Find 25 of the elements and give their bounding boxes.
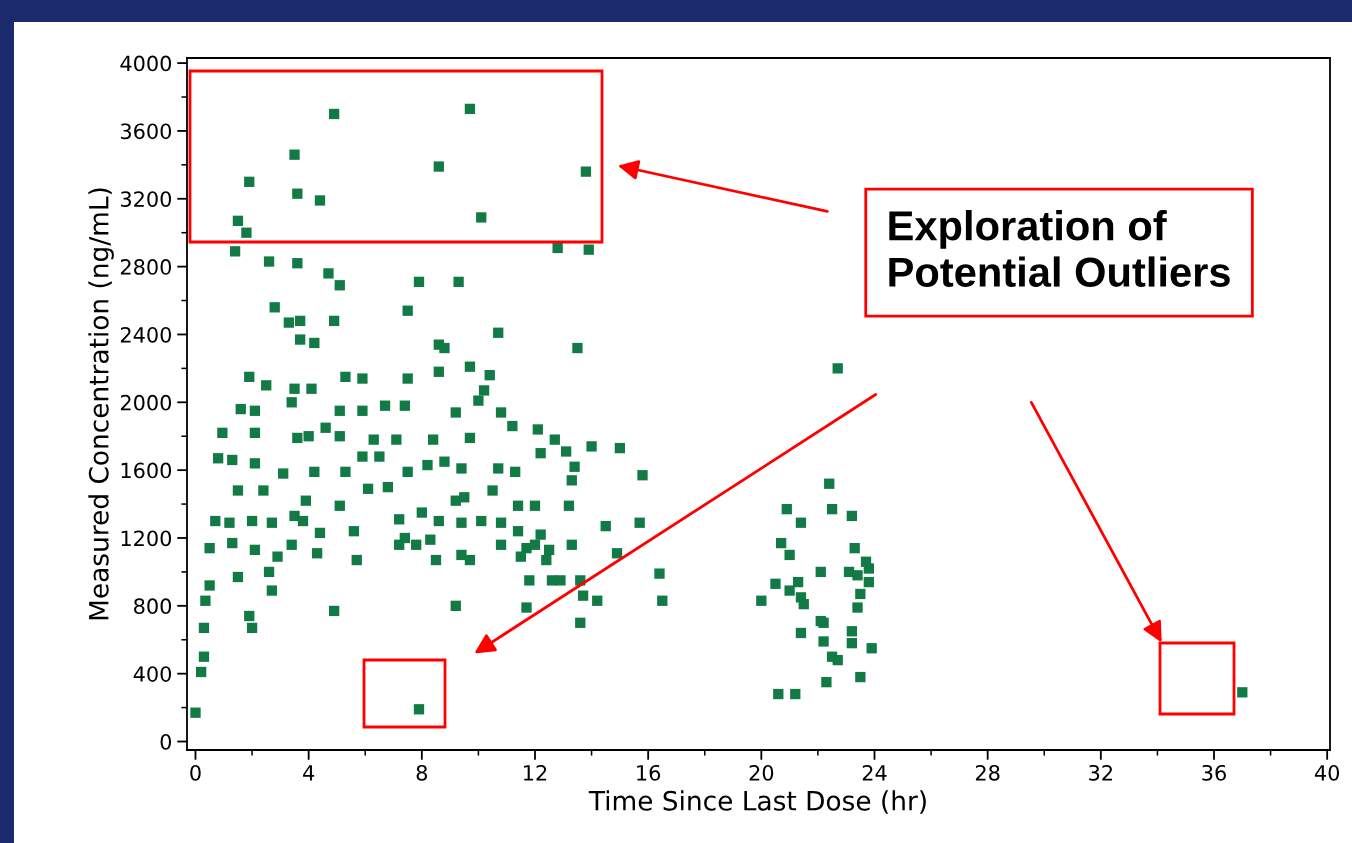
x-tick-label: 12 — [524, 764, 547, 781]
y-tick-label: 3600 — [120, 123, 172, 140]
y-tick-label: 2800 — [120, 259, 172, 275]
annotation: Exploration of Potential Outliers — [889, 210, 1230, 287]
x-tick-label: 36 — [1202, 764, 1226, 781]
x-tick-label: 40 — [1314, 764, 1340, 781]
x-tick-label: 20 — [749, 764, 774, 781]
x-tick-label: 8 — [416, 764, 428, 781]
y-tick-label: 4000 — [120, 55, 172, 72]
x-tick-label: 16 — [637, 764, 661, 781]
x-tick-label: 32 — [1089, 764, 1112, 781]
y-tick-label: 800 — [134, 598, 172, 615]
x-tick-label: 28 — [975, 764, 1000, 781]
y-tick-label: 3200 — [120, 191, 172, 207]
x-axis-title: Time Since Last Dose (hr) — [588, 790, 926, 814]
y-tick-label: 400 — [133, 666, 172, 682]
y-tick-label: 1200 — [121, 530, 172, 547]
x-tick-label: 24 — [862, 764, 887, 781]
x-tick-label: 0 — [190, 764, 201, 781]
y-tick-label: 1600 — [121, 462, 172, 479]
y-tick-label: 0 — [160, 733, 172, 750]
y-tick-label: 2400 — [120, 326, 172, 343]
y-axis-title: Measured Concentration (ng/mL) — [88, 188, 114, 620]
x-tick-label: 4 — [303, 765, 315, 781]
y-tick-label: 2000 — [120, 394, 172, 411]
